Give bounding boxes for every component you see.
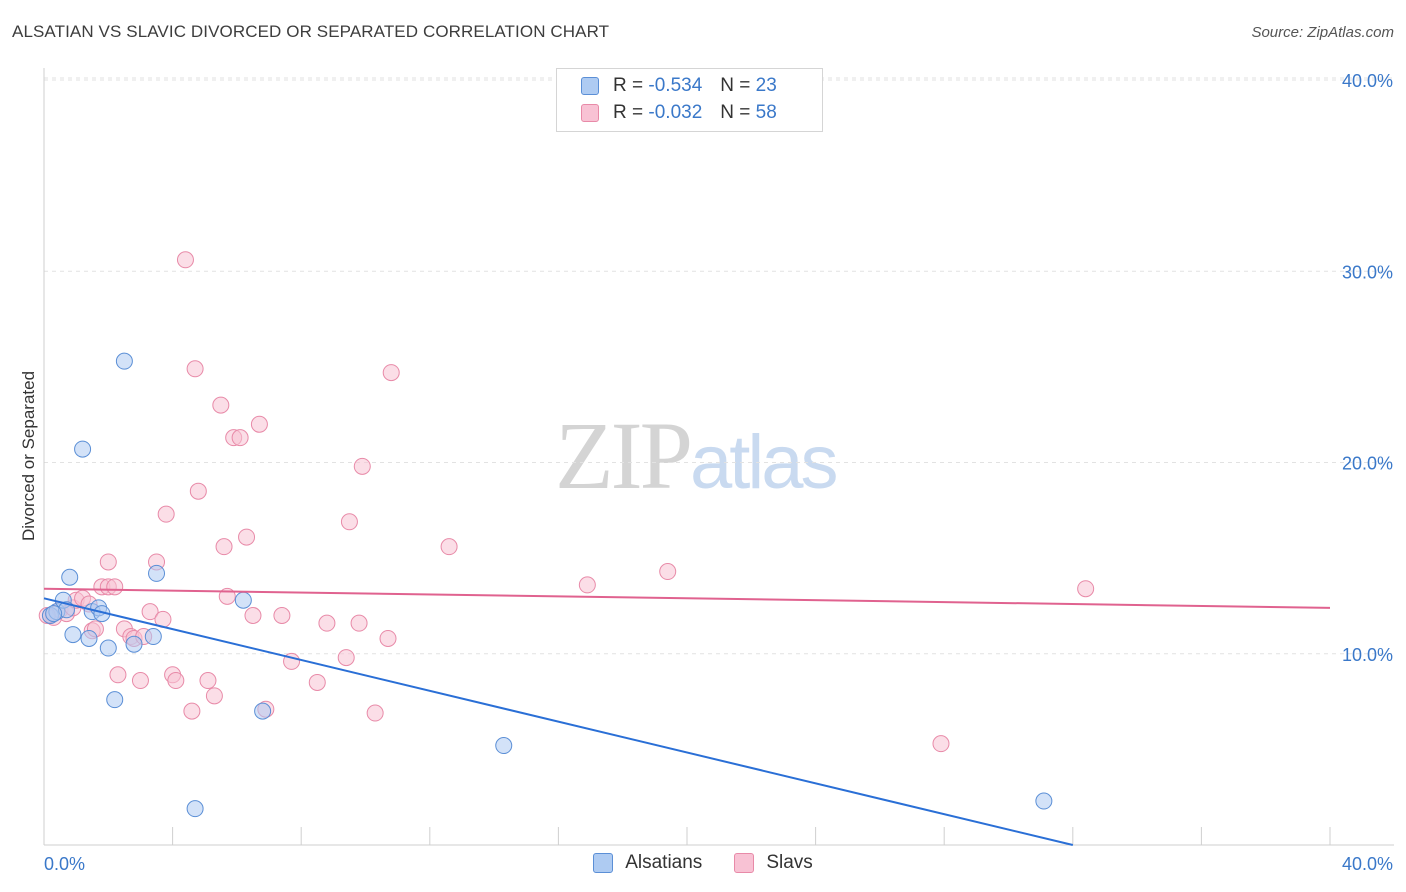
- n-label: N =: [720, 102, 751, 123]
- alsatians-point: [45, 605, 63, 623]
- alsatians-point: [186, 800, 204, 818]
- slavs-point: [340, 513, 358, 531]
- slavs-point: [231, 429, 249, 447]
- alsatians-swatch: [581, 77, 599, 95]
- slavs-point: [382, 364, 400, 382]
- slavs-point: [250, 415, 268, 433]
- alsatians-point: [99, 639, 117, 657]
- legend-row-slavs: R = -0.032 N = 58: [581, 101, 777, 125]
- legend-item-slavs[interactable]: Slavs: [734, 852, 813, 874]
- slavs-point: [440, 538, 458, 556]
- alsatians-point: [144, 628, 162, 646]
- slavs-point: [659, 563, 677, 581]
- slavs-point: [353, 457, 371, 475]
- slavs-point: [131, 672, 149, 690]
- chart-title: ALSATIAN VS SLAVIC DIVORCED OR SEPARATED…: [12, 22, 610, 41]
- n-value: 58: [755, 102, 777, 123]
- slavs-legend-swatch: [734, 853, 755, 873]
- slavs-point: [157, 505, 175, 523]
- alsatians-point: [74, 440, 92, 458]
- alsatians-point: [115, 352, 133, 370]
- r-label: R =: [613, 102, 644, 123]
- legend-row-alsatians: R = -0.534 N = 23: [581, 74, 777, 98]
- slavs-point: [189, 482, 207, 500]
- legend-label-slavs: Slavs: [766, 852, 813, 873]
- y-axis-label: Divorced or Separated: [19, 371, 38, 541]
- slavs-point: [244, 607, 262, 624]
- slavs-point: [379, 629, 397, 647]
- series-legend: Alsatians Slavs: [0, 852, 1406, 874]
- alsatians-point: [1035, 792, 1053, 810]
- correlation-legend: R = -0.534 N = 23 R = -0.032 N = 58: [556, 68, 823, 132]
- slavs-point: [212, 396, 230, 414]
- slavs-point: [932, 735, 950, 753]
- slavs-point: [215, 538, 233, 556]
- source-label: Source: ZipAtlas.com: [1251, 24, 1394, 41]
- y-tick-label: 30.0%: [1342, 262, 1393, 282]
- slavs-point: [350, 614, 368, 632]
- r-value: -0.032: [648, 102, 703, 123]
- slavs-point: [337, 649, 355, 667]
- slavs-point: [578, 576, 596, 594]
- slavs-point: [141, 603, 159, 621]
- alsatians-point: [254, 702, 272, 720]
- legend-item-alsatians[interactable]: Alsatians: [593, 852, 702, 874]
- slavs-point: [238, 528, 256, 546]
- slavs-point: [183, 702, 201, 720]
- y-tick-label: 40.0%: [1342, 71, 1393, 91]
- alsatians-point: [61, 568, 79, 586]
- slavs-point: [1077, 580, 1095, 598]
- r-value: -0.534: [648, 75, 703, 96]
- alsatians-point: [495, 737, 513, 755]
- watermark-zip: ZIP: [555, 402, 693, 509]
- slavs-point: [106, 578, 124, 596]
- alsatians-point: [125, 635, 143, 653]
- alsatians-point: [64, 626, 82, 644]
- slavs-point: [167, 672, 185, 690]
- slavs-point: [318, 614, 336, 632]
- x-tick-label: 40.0%: [1342, 854, 1393, 874]
- slavs-point: [308, 673, 326, 691]
- alsatians-point: [148, 564, 166, 582]
- r-label: R =: [613, 75, 644, 96]
- x-tick-label: 0.0%: [44, 854, 85, 874]
- alsatians-point: [106, 691, 124, 709]
- alsatians-legend-swatch: [593, 853, 614, 873]
- n-label: N =: [720, 75, 751, 96]
- y-tick-label: 10.0%: [1342, 645, 1393, 665]
- alsatians-point: [80, 629, 98, 647]
- alsatians-trend-line: [43, 597, 1074, 846]
- slavs-trend-line: [43, 587, 1331, 609]
- slavs-swatch: [581, 104, 599, 122]
- slavs-point: [109, 666, 127, 684]
- slavs-point: [99, 553, 117, 571]
- slavs-point: [176, 251, 194, 269]
- n-value: 23: [755, 75, 777, 96]
- slavs-point: [366, 704, 384, 722]
- slavs-point: [186, 360, 204, 378]
- slavs-point: [273, 607, 291, 624]
- legend-label-alsatians: Alsatians: [625, 852, 703, 873]
- alsatians-point: [234, 591, 252, 609]
- slavs-point: [199, 672, 217, 690]
- slavs-point: [205, 687, 223, 705]
- y-tick-label: 20.0%: [1342, 454, 1393, 474]
